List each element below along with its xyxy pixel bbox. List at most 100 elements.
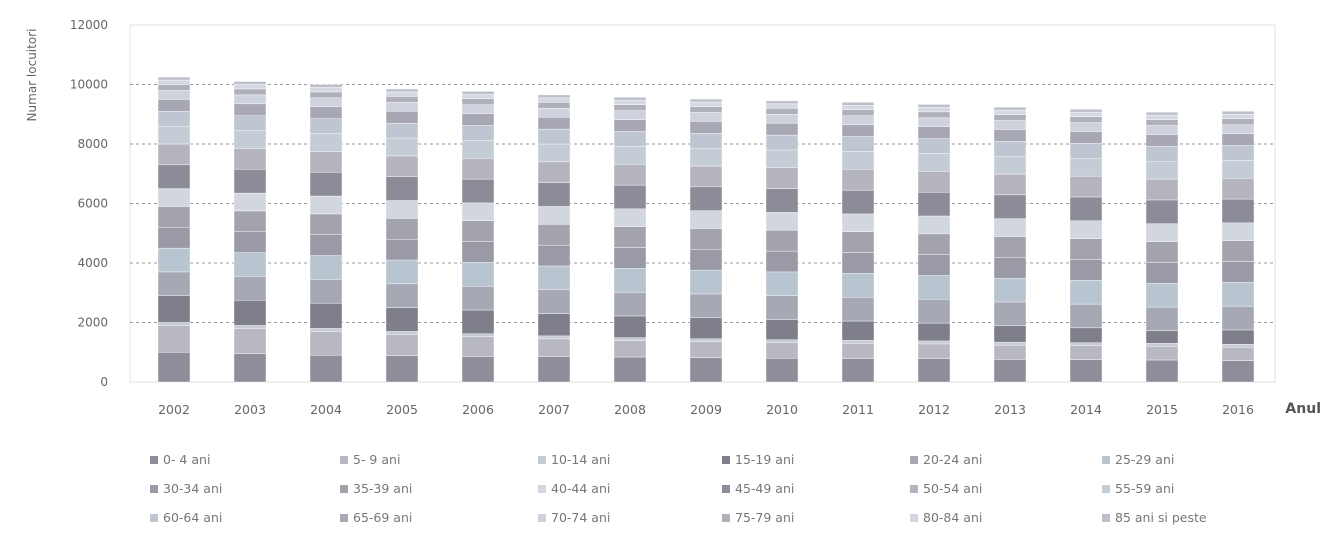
bar-segment xyxy=(917,111,951,119)
bar-segment xyxy=(461,202,495,221)
y-tick-label: 6000 xyxy=(77,197,108,211)
bar-segment xyxy=(917,299,951,324)
legend-label: 5- 9 ani xyxy=(353,452,401,467)
bar-segment xyxy=(309,331,343,356)
bar-segment xyxy=(309,172,343,197)
legend-item: 15-19 ani xyxy=(722,452,794,467)
bar-segment xyxy=(385,96,419,103)
bar-segment xyxy=(689,133,723,149)
legend-label: 75-79 ani xyxy=(735,510,795,525)
bars xyxy=(157,76,1255,383)
legend-item: 5- 9 ani xyxy=(340,452,400,467)
bar-segment xyxy=(1069,238,1103,260)
bar-segment xyxy=(917,358,951,383)
x-tick-label: 2011 xyxy=(842,402,874,417)
bar-segment xyxy=(613,164,647,186)
legend-swatch xyxy=(538,513,546,522)
bar-segment xyxy=(309,255,343,280)
bar-segment xyxy=(917,340,951,345)
bar-segment xyxy=(613,226,647,248)
bar-segment xyxy=(157,143,191,166)
legend-item: 65-69 ani xyxy=(340,510,412,525)
bar-segment xyxy=(689,112,723,122)
bar-segment xyxy=(689,121,723,134)
bar-segment xyxy=(841,189,875,215)
bar-segment xyxy=(613,268,647,293)
bar-segment xyxy=(993,257,1027,279)
bar-segment xyxy=(993,277,1027,303)
y-tick-label: 12000 xyxy=(70,18,108,32)
bar-segment xyxy=(613,291,647,317)
bar-segment xyxy=(993,341,1027,346)
bar-segment xyxy=(613,100,647,105)
bar-segment xyxy=(157,111,191,127)
bar-segment xyxy=(309,195,343,215)
legend-item: 75-79 ani xyxy=(722,510,794,525)
bar-segment xyxy=(385,88,419,93)
bar-segment xyxy=(765,250,799,273)
bar-segment xyxy=(233,353,267,383)
x-tick-label: 2006 xyxy=(462,402,494,417)
bar-segment xyxy=(157,125,191,145)
bar-segment xyxy=(765,319,799,340)
bar-segment xyxy=(993,106,1027,111)
x-axis-label: Anul xyxy=(1285,401,1321,417)
legend-item: 85 ani si peste xyxy=(1102,510,1207,525)
bar-segment xyxy=(461,356,495,383)
bar-segment xyxy=(1069,131,1103,144)
bar-segment xyxy=(1069,342,1103,346)
bar-segment xyxy=(1145,111,1179,116)
bar-segment xyxy=(157,79,191,85)
bar-segment xyxy=(765,122,799,136)
bar-segment xyxy=(309,234,343,256)
bar-segment xyxy=(993,194,1027,219)
legend-item: 25-29 ani xyxy=(1102,452,1174,467)
bar-segment xyxy=(613,340,647,358)
bar-segment xyxy=(993,344,1027,360)
bar-segment xyxy=(157,352,191,383)
bar-segment xyxy=(1069,359,1103,383)
x-tick-label: 2010 xyxy=(766,402,798,417)
bar-segment xyxy=(309,87,343,93)
bar-segment xyxy=(157,325,191,353)
bar-segment xyxy=(1069,259,1103,281)
x-tick-label: 2005 xyxy=(386,402,418,417)
bar-segment xyxy=(841,109,875,116)
bar-segment xyxy=(537,128,571,145)
bar-segment xyxy=(689,341,723,358)
legend-swatch xyxy=(340,484,348,493)
bar-segment xyxy=(385,137,419,157)
y-axis-tick-labels: 0 2000 4000 6000 8000 10000 12000 xyxy=(70,18,108,389)
bar-segment xyxy=(1145,241,1179,263)
legend-label: 30-34 ani xyxy=(163,481,223,496)
bar-stack-2015 xyxy=(1145,111,1179,383)
legend-item: 80-84 ani xyxy=(910,510,982,525)
bar-segment xyxy=(233,192,267,212)
bar-segment xyxy=(157,227,191,249)
bar-segment xyxy=(233,210,267,232)
y-tick-label: 8000 xyxy=(77,137,108,151)
bar-segment xyxy=(917,153,951,172)
bar-segment xyxy=(1221,282,1255,307)
bar-segment xyxy=(1221,222,1255,241)
bar-segment xyxy=(537,94,571,99)
bar-stack-2008 xyxy=(613,97,647,383)
bar-segment xyxy=(917,117,951,127)
legend-swatch xyxy=(1102,513,1110,522)
legend-swatch xyxy=(910,455,918,464)
bar-segment xyxy=(537,182,571,207)
bar-segment xyxy=(461,220,495,242)
bar-segment xyxy=(157,99,191,112)
bar-segment xyxy=(157,84,191,91)
bar-segment xyxy=(689,269,723,295)
y-tick-label: 2000 xyxy=(77,316,108,330)
bar-segment xyxy=(1221,261,1255,283)
bar-segment xyxy=(233,148,267,170)
bar-segment xyxy=(613,337,647,341)
bar-segment xyxy=(233,325,267,329)
legend-swatch xyxy=(340,513,348,522)
bar-segment xyxy=(765,230,799,252)
legend-label: 65-69 ani xyxy=(353,510,413,525)
bar-segment xyxy=(461,140,495,159)
